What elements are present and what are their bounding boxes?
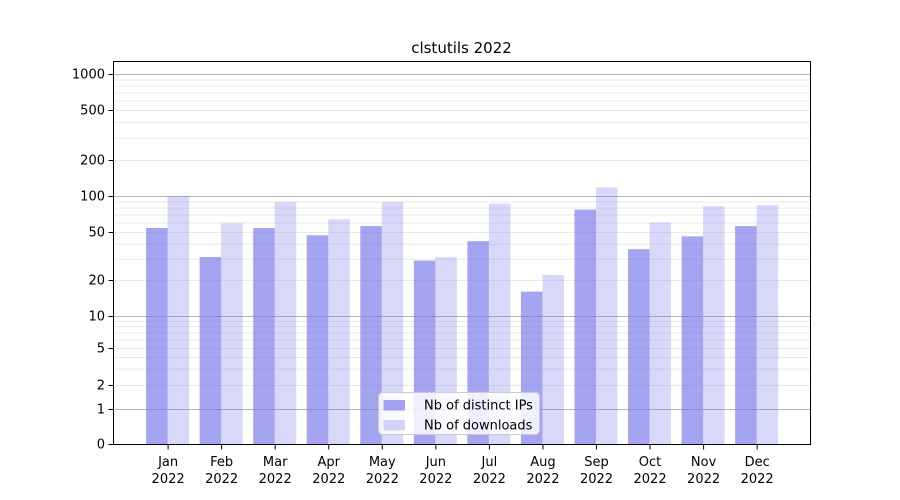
bar-downloads-jan bbox=[167, 196, 190, 444]
x-tick-label-year: 2022 bbox=[205, 472, 238, 487]
bar-ips-may bbox=[360, 226, 382, 444]
x-tick-label-month: Mar bbox=[263, 455, 288, 470]
x-tick-label-month: Oct bbox=[639, 455, 661, 470]
y-tick-label: 20 bbox=[88, 274, 105, 289]
legend-label-distinct-ips: Nb of distinct IPs bbox=[424, 399, 533, 414]
bar-ips-oct bbox=[628, 249, 650, 444]
legend-swatch-distinct-ips bbox=[383, 400, 405, 411]
legend-box bbox=[378, 392, 540, 435]
bar-downloads-aug bbox=[542, 275, 564, 444]
bar-downloads-sep bbox=[596, 187, 618, 444]
x-tick-label-year: 2022 bbox=[366, 472, 399, 487]
bar-downloads-mar bbox=[274, 202, 297, 444]
x-tick-label-year: 2022 bbox=[473, 472, 506, 487]
y-tick-label: 5 bbox=[97, 342, 105, 357]
x-tick-label-month: Nov bbox=[691, 455, 717, 470]
x-tick-label-month: Jan bbox=[157, 455, 178, 470]
x-tick-label-year: 2022 bbox=[152, 472, 185, 487]
bar-downloads-jul bbox=[488, 203, 511, 444]
chart-title: clstutils 2022 bbox=[411, 39, 512, 57]
bar-downloads-feb bbox=[221, 223, 243, 444]
x-tick-label-month: Feb bbox=[210, 455, 233, 470]
legend-swatch-downloads bbox=[383, 420, 405, 431]
x-tick-label-month: Dec bbox=[745, 455, 770, 470]
bar-downloads-oct bbox=[649, 222, 672, 444]
x-tick-label-month: May bbox=[369, 455, 396, 470]
x-tick-label-year: 2022 bbox=[419, 472, 452, 487]
x-tick-label-month: Sep bbox=[584, 455, 609, 470]
plot-area: 0 1 2 5 10 20 50 100 200 500 1000 Jan 2022 Feb 2022 Mar… bbox=[72, 61, 811, 487]
bar-ips-dec bbox=[735, 226, 757, 444]
y-tick-label: 1000 bbox=[72, 68, 105, 83]
x-tick-label-year: 2022 bbox=[687, 472, 720, 487]
x-tick-label-month: Aug bbox=[530, 455, 555, 470]
bar-downloads-apr bbox=[328, 219, 350, 444]
x-tick-label-year: 2022 bbox=[312, 472, 345, 487]
y-tick-label: 0 bbox=[97, 438, 105, 453]
x-tick-label-month: Apr bbox=[318, 455, 341, 470]
y-tick-label: 200 bbox=[80, 154, 105, 169]
legend-label-downloads: Nb of downloads bbox=[424, 419, 533, 434]
y-tick-label: 1 bbox=[97, 403, 105, 418]
x-tick-label-year: 2022 bbox=[526, 472, 559, 487]
bar-ips-sep bbox=[574, 209, 596, 444]
x-tick-label-year: 2022 bbox=[634, 472, 667, 487]
x-tick-label-year: 2022 bbox=[259, 472, 292, 487]
bar-ips-mar bbox=[253, 228, 275, 444]
y-tick-label: 100 bbox=[80, 190, 105, 205]
y-tick-label: 10 bbox=[88, 310, 105, 325]
y-tick-label: 500 bbox=[80, 104, 105, 119]
bar-ips-jan bbox=[146, 228, 168, 444]
x-tick-label-month: Jun bbox=[425, 455, 446, 470]
bar-ips-apr bbox=[306, 235, 329, 444]
y-tick-label: 2 bbox=[97, 379, 105, 394]
x-tick-label-year: 2022 bbox=[580, 472, 613, 487]
plot-border bbox=[113, 61, 811, 445]
bar-ips-nov bbox=[681, 236, 704, 444]
bar-downloads-dec bbox=[756, 205, 779, 444]
y-tick-label: 50 bbox=[88, 226, 105, 241]
x-tick-label-year: 2022 bbox=[741, 472, 774, 487]
bar-downloads-may bbox=[381, 202, 404, 444]
legend: Nb of distinct IPs Nb of downloads bbox=[378, 392, 540, 435]
bar-downloads-nov bbox=[703, 206, 725, 444]
bar-ips-feb bbox=[199, 257, 222, 444]
x-tick-label-month: Jul bbox=[481, 455, 498, 470]
